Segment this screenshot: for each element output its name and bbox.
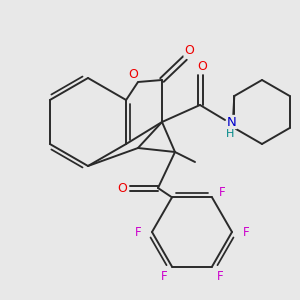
Text: F: F (217, 270, 223, 283)
Text: N: N (227, 116, 237, 128)
Text: F: F (219, 186, 225, 199)
Text: O: O (117, 182, 127, 194)
Text: H: H (226, 129, 234, 139)
Text: F: F (161, 270, 167, 283)
Text: O: O (197, 61, 207, 74)
Text: O: O (184, 44, 194, 56)
Text: F: F (135, 226, 141, 238)
Text: O: O (128, 68, 138, 80)
Text: F: F (243, 226, 249, 238)
